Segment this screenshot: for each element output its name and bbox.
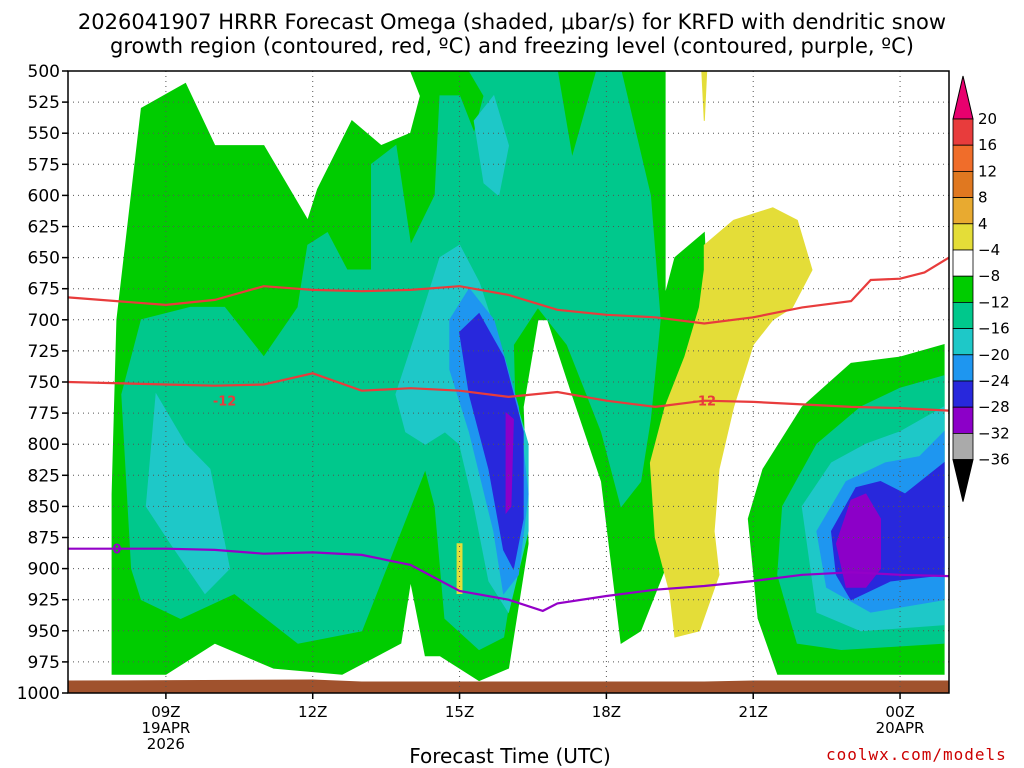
y-tick-label-975: 975 [28,653,60,673]
colorbar-label-2: 12 [978,162,997,180]
colorbar-segment-11 [952,380,974,408]
chart-title-line2: growth region (contoured, red, ºC) and f… [110,34,914,58]
positive-omega-region-2 [456,543,463,594]
x-tick-label-9-2: 2026 [147,735,185,753]
omega-region-12 [505,412,514,515]
x-tick-label-9-0: 09Z [151,703,180,721]
dgz-contour-0 [68,372,949,412]
y-tick-label-875: 875 [28,529,60,549]
colorbar-label-6: −8 [978,267,1000,285]
freezing-level-label: 0 [112,543,121,558]
x-tick-label-15-0: 15Z [445,703,474,721]
y-tick-label-950: 950 [28,622,60,642]
y-tick-label-700: 700 [28,311,60,331]
colorbar-label-9: −20 [978,346,1010,364]
colorbar-label-10: −24 [978,372,1010,390]
colorbar-label-3: 8 [978,189,988,207]
colorbar-legend: 20 16 12 8 4 −4 −8 −12 −16 −20 −24 −28 −32 −36 [952,75,1010,502]
colorbar-label-12: −32 [978,424,1010,442]
colorbar-label-1: 16 [978,136,997,154]
site-credit: coolwx.com/models [826,745,1007,764]
y-tick-label-600: 600 [28,186,60,206]
x-tick-label-24-1: 20APR [876,719,925,737]
colorbar-segment-5 [952,223,974,251]
dgz-contour-label-1: -12 [693,395,717,410]
freezing-level-contour [68,547,949,613]
y-tick-label-1000: 1000 [17,684,60,704]
colorbar-segment-12 [952,406,974,434]
colorbar-segment-6 [952,249,974,277]
colorbar-segment-2 [952,144,974,172]
x-tick-label-9-1: 19APR [141,719,190,737]
y-tick-label-550: 550 [28,124,60,144]
omega-region-2 [121,71,661,651]
y-tick-label-725: 725 [28,342,60,362]
colorbar-segment-10 [952,354,974,382]
y-axis: 500 525 550 575 600 625 650 675 700 725 750 775 800 8… [17,62,68,704]
y-tick-label-525: 525 [28,93,60,113]
colorbar-segment-7 [952,275,974,303]
colorbar-label-0: 20 [978,110,997,128]
y-tick-label-850: 850 [28,497,60,517]
chart-title-line1: 2026041907 HRRR Forecast Omega (shaded, … [77,10,947,34]
colorbar-label-7: −12 [978,293,1010,311]
colorbar-segment-3 [952,170,974,198]
y-tick-label-750: 750 [28,373,60,393]
x-tick-label-12-0: 12Z [298,703,327,721]
omega-shading [68,71,949,693]
y-tick-label-650: 650 [28,249,60,269]
colorbar-label-4: 4 [978,215,988,233]
positive-omega-region-0 [649,207,813,638]
dgz-contour-label-0: -12 [213,395,237,410]
colorbar-segment-13 [952,432,974,460]
dgz-contour-1 [68,256,949,325]
omega-region-13 [835,493,881,588]
y-tick-label-500: 500 [28,62,60,82]
colorbar-label-11: −28 [978,398,1010,416]
y-tick-label-800: 800 [28,435,60,455]
y-tick-label-675: 675 [28,280,60,300]
colorbar-segment-4 [952,197,974,225]
y-tick-label-825: 825 [28,466,60,486]
colorbar-label-8: −16 [978,320,1010,338]
colorbar-segment-1 [952,118,974,146]
x-axis-title: Forecast Time (UTC) [409,744,611,768]
x-tick-label-18-0: 18Z [592,703,621,721]
omega-region-4 [145,392,231,595]
colorbar-top-arrow [952,75,974,120]
x-tick-label-24-0: 00Z [885,703,914,721]
colorbar-segment-8 [952,301,974,329]
y-tick-label-575: 575 [28,155,60,175]
colorbar-segment-9 [952,328,974,356]
y-tick-label-775: 775 [28,404,60,424]
x-tick-label-21-0: 21Z [739,703,768,721]
terrain-fill [68,679,949,693]
y-tick-label-900: 900 [28,560,60,580]
colorbar-label-13: −36 [978,451,1010,469]
positive-omega-region-1 [701,71,708,121]
omega-region-6 [473,94,510,197]
temperature-contours: -12 -12 0 [68,256,949,613]
colorbar-label-5: −4 [978,241,1000,259]
colorbar-bottom-arrow [952,459,974,502]
y-tick-label-925: 925 [28,591,60,611]
y-tick-label-625: 625 [28,218,60,238]
